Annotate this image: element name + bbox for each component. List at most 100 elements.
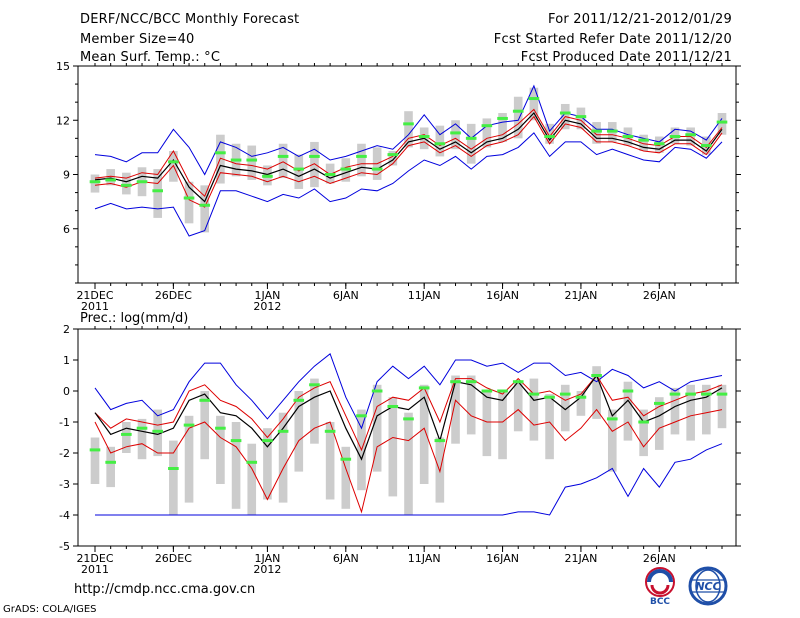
temp-line-mean — [94, 112, 723, 203]
temp-spread-box-day-27 — [513, 96, 523, 139]
variable-label: Mean Surf. Temp.: °C — [80, 50, 221, 65]
bcc-logo-arc-blue — [647, 569, 673, 583]
prec-line-max — [94, 352, 723, 430]
prec-ytick-label: -5 — [59, 540, 70, 553]
temp-spread-box-day-10 — [247, 145, 257, 180]
temp-ytick-label: 15 — [56, 60, 70, 73]
temp-spread-box-day-32 — [592, 122, 601, 144]
temp-spread-box-day-23 — [451, 120, 460, 150]
prec-spread-box-day-32 — [592, 366, 601, 419]
temp-spread-box-day-20 — [404, 111, 413, 148]
prec-spread-box-day-3 — [137, 418, 147, 460]
prec-ytick-label: -2 — [59, 447, 70, 460]
forecast-period: For 2011/12/21-2012/01/29 — [548, 12, 732, 27]
temp-spread-box-day-13 — [294, 154, 304, 189]
temp-spread-box-day-26 — [498, 113, 507, 142]
prec-xtick-label: 16JAN — [486, 552, 519, 565]
ncc-logo-ring — [688, 566, 728, 606]
prec-spread-box-day-19 — [388, 397, 398, 497]
temp-xtick-label: 21DEC — [76, 289, 113, 302]
temp-spread-box-day-0 — [90, 174, 100, 193]
temp-line-upper — [94, 108, 723, 198]
prec-line-min — [95, 443, 723, 516]
prec-spread-box-day-26 — [498, 391, 507, 460]
prec-spread-box-day-21 — [419, 384, 429, 484]
prec-ytick-label: -3 — [59, 478, 70, 491]
prec-spread-box-day-2 — [122, 422, 131, 453]
bcc-logo-arc-red — [650, 584, 670, 595]
temp-spread-box-day-14 — [310, 141, 319, 188]
temp-spread-box-day-4 — [153, 169, 163, 218]
prec-ytick-label: 2 — [63, 323, 70, 336]
precip-variable-label: Prec.: log(mm/d) — [80, 311, 188, 326]
temp-spread-box-day-17 — [357, 143, 366, 177]
prec-spread-box-day-27 — [513, 381, 523, 432]
temp-xtick-year-label: 2011 — [81, 300, 109, 313]
source-url[interactable]: http://cmdp.ncc.cma.gov.cn — [74, 582, 256, 597]
prec-spread-box-day-20 — [404, 412, 413, 515]
prec-spread-box-day-23 — [451, 375, 460, 444]
prec-plot-frame — [77, 328, 737, 547]
temp-spread-box-day-31 — [576, 107, 586, 130]
prec-xtick-label: 6JAN — [333, 552, 359, 565]
temp-xtick-label: 1JAN — [255, 289, 281, 302]
prec-spread-box-day-25 — [482, 391, 492, 457]
temp-spread-box-day-24 — [466, 123, 476, 164]
prec-spread-box-day-8 — [216, 415, 225, 484]
prec-spread-box-day-7 — [200, 391, 210, 460]
prec-ytick-label: -1 — [59, 416, 70, 429]
temp-xtick-label: 26DEC — [155, 289, 192, 302]
prec-spread-box-day-13 — [294, 391, 304, 472]
prec-spread-box-day-28 — [529, 378, 539, 441]
prec-line-upper — [94, 374, 723, 452]
fcst-produced-date: Fcst Produced Date 2011/12/21 — [520, 50, 732, 65]
temp-xtick-label: 6JAN — [333, 289, 359, 302]
temp-spread-box-day-1 — [106, 169, 115, 186]
prec-xtick-label: 21JAN — [565, 552, 598, 565]
prec-spread-box-day-39 — [702, 384, 711, 435]
prec-spread-box-day-24 — [466, 375, 476, 435]
prec-xtick-label: 21DEC — [76, 552, 113, 565]
prec-xtick-label: 26DEC — [155, 552, 192, 565]
temp-ytick-label: 9 — [63, 169, 70, 182]
temp-spread-box-day-12 — [278, 143, 288, 179]
prec-xtick-label: 1JAN — [255, 552, 281, 565]
prec-line-lower — [94, 399, 723, 514]
temp-xtick-label: 21JAN — [565, 289, 598, 302]
ncc-logo-text: NCC — [695, 580, 720, 593]
prec-spread-box-day-12 — [278, 412, 288, 503]
temp-spread-box-day-22 — [435, 125, 445, 157]
prec-spread-box-day-34 — [623, 381, 633, 441]
prec-spread-box-day-33 — [607, 409, 617, 472]
prec-spread-box-day-31 — [576, 391, 586, 416]
prec-spread-box-day-30 — [560, 384, 570, 432]
bcc-logo: BCC — [645, 567, 675, 606]
temp-spread-box-day-6 — [184, 181, 194, 224]
prec-spread-box-day-29 — [545, 394, 554, 460]
temp-xtick-label: 11JAN — [408, 289, 441, 302]
prec-xtick-label: 11JAN — [408, 552, 441, 565]
temp-ytick-label: 12 — [56, 114, 70, 127]
prec-spread-box-day-14 — [310, 378, 319, 444]
prec-ytick-label: 0 — [63, 385, 70, 398]
prec-spread-box-day-35 — [639, 409, 648, 457]
prec-xtick-year-label: 2011 — [81, 563, 109, 576]
prec-xtick-year-label: 2012 — [253, 563, 281, 576]
prec-spread-box-day-10 — [247, 443, 257, 515]
temp-line-min — [94, 132, 723, 237]
fcst-started-date: Fcst Started Refer Date 2011/12/20 — [493, 32, 732, 47]
prec-spread-box-day-40 — [717, 384, 727, 429]
temp-spread-box-day-29 — [545, 123, 554, 144]
prec-ytick-label: 1 — [63, 354, 70, 367]
chart-title: DERF/NCC/BCC Monthly Forecast — [80, 12, 300, 27]
ncc-logo: NCC — [688, 566, 728, 606]
prec-spread-box-day-0 — [90, 437, 100, 484]
prec-spread-box-day-6 — [184, 415, 194, 503]
temp-xtick-label: 26JAN — [643, 289, 676, 302]
temp-spread-box-day-2 — [122, 172, 131, 195]
temp-spread-box-day-35 — [639, 134, 648, 151]
temp-spread-box-day-19 — [388, 150, 398, 166]
